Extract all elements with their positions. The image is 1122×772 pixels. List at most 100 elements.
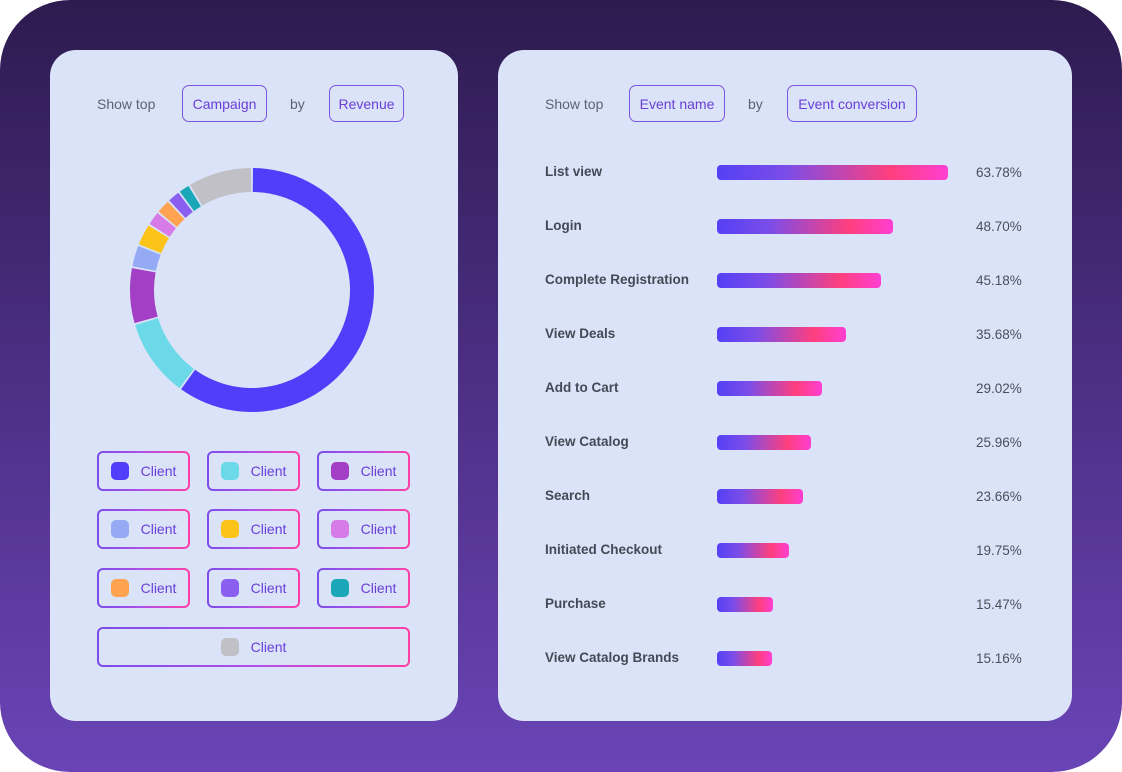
bar-value-label: 48.70% bbox=[976, 219, 1022, 234]
bar-track bbox=[717, 543, 949, 558]
bar-row[interactable]: Search 23.66% bbox=[545, 486, 1045, 506]
legend-label: Client bbox=[250, 463, 287, 479]
bar bbox=[717, 435, 812, 450]
donut-slice-8[interactable] bbox=[169, 192, 193, 219]
legend-item-6[interactable]: Client bbox=[317, 509, 410, 549]
bar-row[interactable]: Complete Registration 45.18% bbox=[545, 270, 1045, 290]
donut-slice-9[interactable] bbox=[179, 185, 201, 211]
legend-item-body: Client bbox=[209, 570, 298, 606]
bar bbox=[717, 651, 772, 666]
bar-value-label: 19.75% bbox=[976, 543, 1022, 558]
bar-label: Initiated Checkout bbox=[545, 542, 663, 557]
legend-item-1[interactable]: Client bbox=[97, 451, 190, 491]
donut-slice-2[interactable] bbox=[135, 318, 194, 389]
legend-item-body: Client bbox=[209, 453, 298, 489]
metric-selector-revenue[interactable]: Revenue bbox=[329, 85, 404, 122]
bar-label: Login bbox=[545, 218, 582, 233]
legend-label: Client bbox=[140, 521, 177, 537]
legend-item-7[interactable]: Client bbox=[97, 568, 190, 608]
legend-item-body: Client bbox=[319, 453, 408, 489]
event-conversion-card: Show top Event name by Event conversion … bbox=[498, 50, 1072, 721]
bar-track bbox=[717, 489, 949, 504]
donut-slice-6[interactable] bbox=[149, 212, 177, 237]
bar bbox=[717, 489, 803, 504]
bar-track bbox=[717, 273, 949, 288]
donut-chart bbox=[130, 168, 375, 412]
bar-label: View Deals bbox=[545, 326, 616, 341]
legend-item-2[interactable]: Client bbox=[207, 451, 300, 491]
bar-value-label: 45.18% bbox=[976, 273, 1022, 288]
legend-label: Client bbox=[250, 639, 287, 655]
bar-value-label: 15.16% bbox=[976, 651, 1022, 666]
bar-label: Search bbox=[545, 488, 591, 503]
legend-label: Client bbox=[360, 580, 397, 596]
donut-slice-4[interactable] bbox=[132, 245, 161, 271]
bar bbox=[717, 273, 881, 288]
legend-swatch bbox=[110, 520, 129, 538]
bar bbox=[717, 327, 847, 342]
bar-track bbox=[717, 327, 949, 342]
bar-value-label: 23.66% bbox=[976, 489, 1022, 504]
legend-label: Client bbox=[250, 580, 287, 596]
legend-item-9[interactable]: Client bbox=[317, 568, 410, 608]
legend-item-5[interactable]: Client bbox=[207, 509, 300, 549]
bar-row[interactable]: Add to Cart 29.02% bbox=[545, 378, 1045, 398]
legend-item-body: Client bbox=[99, 570, 188, 606]
legend-label: Client bbox=[360, 463, 397, 479]
bar-row[interactable]: Initiated Checkout 19.75% bbox=[545, 540, 1045, 560]
bar-label: Purchase bbox=[545, 596, 606, 611]
by-label: by bbox=[748, 96, 763, 112]
bar-label: Complete Registration bbox=[545, 272, 690, 287]
donut-slice-5[interactable] bbox=[138, 225, 169, 254]
legend-swatch bbox=[110, 579, 129, 597]
legend-swatch bbox=[330, 579, 349, 597]
legend-swatch bbox=[220, 520, 239, 538]
legend-item-4[interactable]: Client bbox=[97, 509, 190, 549]
bar-track bbox=[717, 219, 949, 234]
bar-value-label: 25.96% bbox=[976, 435, 1022, 450]
legend-item-body: Client bbox=[319, 570, 408, 606]
bar-value-label: 63.78% bbox=[976, 165, 1022, 180]
bar bbox=[717, 219, 894, 234]
bar-track bbox=[717, 435, 949, 450]
bar-value-label: 29.02% bbox=[976, 381, 1022, 396]
legend-swatch bbox=[330, 462, 349, 480]
bar bbox=[717, 381, 823, 396]
legend-swatch bbox=[220, 579, 239, 597]
dimension-selector-event-name[interactable]: Event name bbox=[629, 85, 725, 122]
bar-row[interactable]: Purchase 15.47% bbox=[545, 594, 1045, 614]
by-label: by bbox=[290, 96, 305, 112]
bar-row[interactable]: List view 63.78% bbox=[545, 162, 1045, 182]
bar-track bbox=[717, 165, 949, 180]
dimension-selector-campaign[interactable]: Campaign bbox=[182, 85, 267, 122]
metric-selector-event-conversion[interactable]: Event conversion bbox=[787, 85, 917, 122]
bar-label: View Catalog bbox=[545, 434, 629, 449]
donut-slice-7[interactable] bbox=[158, 201, 185, 227]
donut-slice-10[interactable] bbox=[190, 168, 252, 206]
legend-label: Client bbox=[140, 463, 177, 479]
show-top-label: Show top bbox=[545, 96, 604, 112]
bar-track bbox=[717, 597, 949, 612]
legend-swatch bbox=[110, 462, 129, 480]
bar-track bbox=[717, 381, 949, 396]
bar-label: View Catalog Brands bbox=[545, 650, 680, 665]
bar-row[interactable]: View Deals 35.68% bbox=[545, 324, 1045, 344]
bar-label: List view bbox=[545, 164, 603, 179]
donut-slice-3[interactable] bbox=[130, 268, 158, 324]
legend-swatch bbox=[220, 638, 239, 656]
legend-item-10[interactable]: Client bbox=[97, 627, 410, 667]
bar-label: Add to Cart bbox=[545, 380, 619, 395]
bar-row[interactable]: View Catalog Brands 15.16% bbox=[545, 648, 1045, 668]
legend-label: Client bbox=[360, 521, 397, 537]
bar-value-label: 35.68% bbox=[976, 327, 1022, 342]
bar-row[interactable]: View Catalog 25.96% bbox=[545, 432, 1045, 452]
donut-slice-1[interactable] bbox=[181, 168, 375, 412]
bar bbox=[717, 597, 774, 612]
legend-label: Client bbox=[140, 580, 177, 596]
bar-row[interactable]: Login 48.70% bbox=[545, 216, 1045, 236]
campaign-revenue-card: Show top Campaign by Revenue Client Clien… bbox=[50, 50, 458, 721]
legend-item-3[interactable]: Client bbox=[317, 451, 410, 491]
bar bbox=[717, 165, 948, 180]
legend-item-8[interactable]: Client bbox=[207, 568, 300, 608]
